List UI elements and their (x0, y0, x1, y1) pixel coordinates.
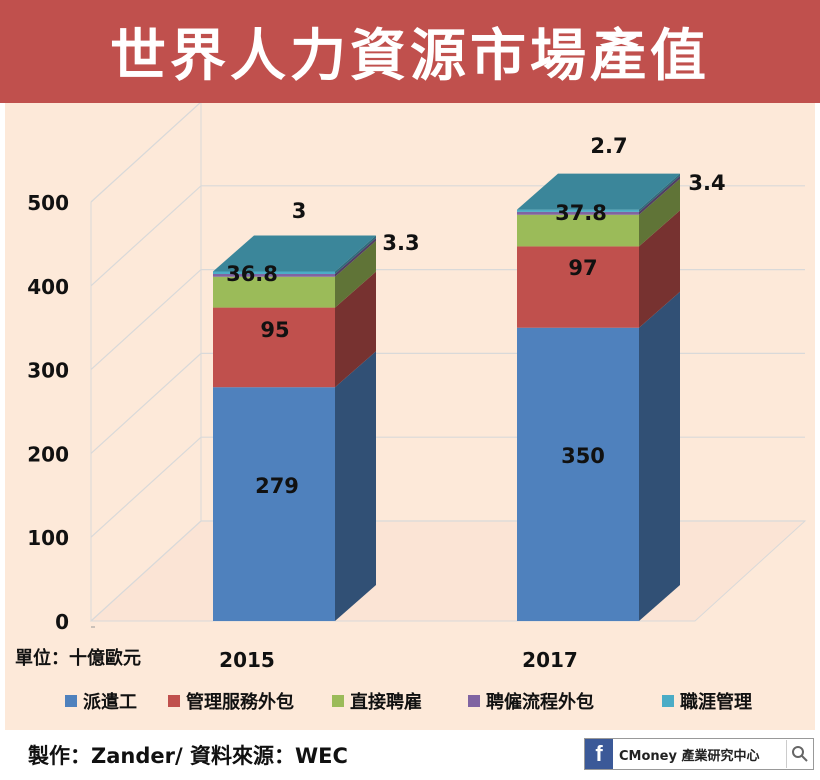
bar-segment (517, 246, 639, 328)
legend-label: 直接聘雇 (350, 691, 422, 713)
bar-segment (213, 307, 335, 388)
bar-segment-side (639, 178, 680, 247)
bar-segment (213, 273, 335, 277)
gridline (90, 185, 805, 287)
gridline (90, 103, 201, 203)
bar-top (517, 173, 680, 210)
brand-name: CMoney 產業研究中心 (619, 748, 760, 764)
bar-segment-side (639, 210, 680, 328)
legend-label: 職涯管理 (680, 691, 752, 713)
y-tick-label: 300 (27, 359, 69, 383)
search-icon (786, 740, 813, 768)
chart-title: 世界人力資源市場產值 (110, 24, 710, 89)
legend-label: 管理服務外包 (186, 691, 294, 713)
legend-label: 派遣工 (83, 691, 137, 713)
bar-segment (213, 276, 335, 308)
y-tick-label: 400 (27, 275, 69, 299)
title-banner: 世界人力資源市場產值 (0, 0, 820, 103)
data-label: 36.8 (226, 262, 278, 286)
bar-segment (517, 209, 639, 212)
legend-label: 聘僱流程外包 (486, 691, 594, 713)
bar-segment-side (335, 271, 376, 388)
data-label: 350 (561, 444, 605, 468)
y-tick-label: 200 (27, 442, 69, 466)
y-tick-label: 500 (27, 191, 69, 215)
unit-label: 單位：十億歐元 (15, 647, 141, 669)
x-tick-label: 2017 (522, 648, 578, 672)
bar-segment (517, 211, 639, 215)
bar-segment-side (335, 235, 376, 274)
credit-text: 製作：Zander/ 資料來源：WEC (28, 744, 348, 768)
y-tick-label: 0 (55, 610, 69, 634)
bar-segment-side (335, 240, 376, 308)
bar-segment (517, 214, 639, 247)
bar-segment (213, 271, 335, 274)
brand-badge: f CMoney 產業研究中心 (584, 738, 814, 770)
bar-segment-side (639, 291, 680, 621)
bar-segment (517, 327, 639, 621)
bar-segment-side (639, 173, 680, 212)
legend-swatch (65, 695, 77, 707)
data-label: 2.7 (590, 134, 627, 158)
data-label: 3 (292, 199, 307, 223)
bar-segment-side (335, 237, 376, 277)
stacked-bar-chart: 0 100 200 300 400 500 2015 2017 279 95 36.8 3.3 3 350… (15, 103, 807, 713)
bar-top (213, 235, 376, 272)
x-tick-label: 2015 (219, 648, 275, 672)
gridline (90, 352, 805, 454)
data-label: 3.3 (382, 231, 419, 255)
facebook-icon: f (585, 739, 613, 769)
legend-swatch (662, 695, 674, 707)
data-label: 279 (255, 474, 299, 498)
legend-swatch (468, 695, 480, 707)
data-label: 3.4 (688, 171, 725, 195)
legend-swatch (168, 695, 180, 707)
gridline (90, 269, 805, 371)
data-label: 95 (260, 318, 289, 342)
chart-panel: 0 100 200 300 400 500 2015 2017 279 95 36.8 3.3 3 350… (5, 103, 815, 730)
legend-swatch (332, 695, 344, 707)
bar-segment (213, 387, 335, 621)
data-label: 97 (568, 256, 597, 280)
bar-segment-side (639, 175, 680, 215)
chart-floor (89, 520, 807, 622)
bar-segment-side (335, 351, 376, 621)
data-label: 37.8 (555, 201, 607, 225)
y-tick-label: 100 (27, 526, 69, 550)
footer: 製作：Zander/ 資料來源：WEC f CMoney 產業研究中心 (0, 730, 820, 780)
